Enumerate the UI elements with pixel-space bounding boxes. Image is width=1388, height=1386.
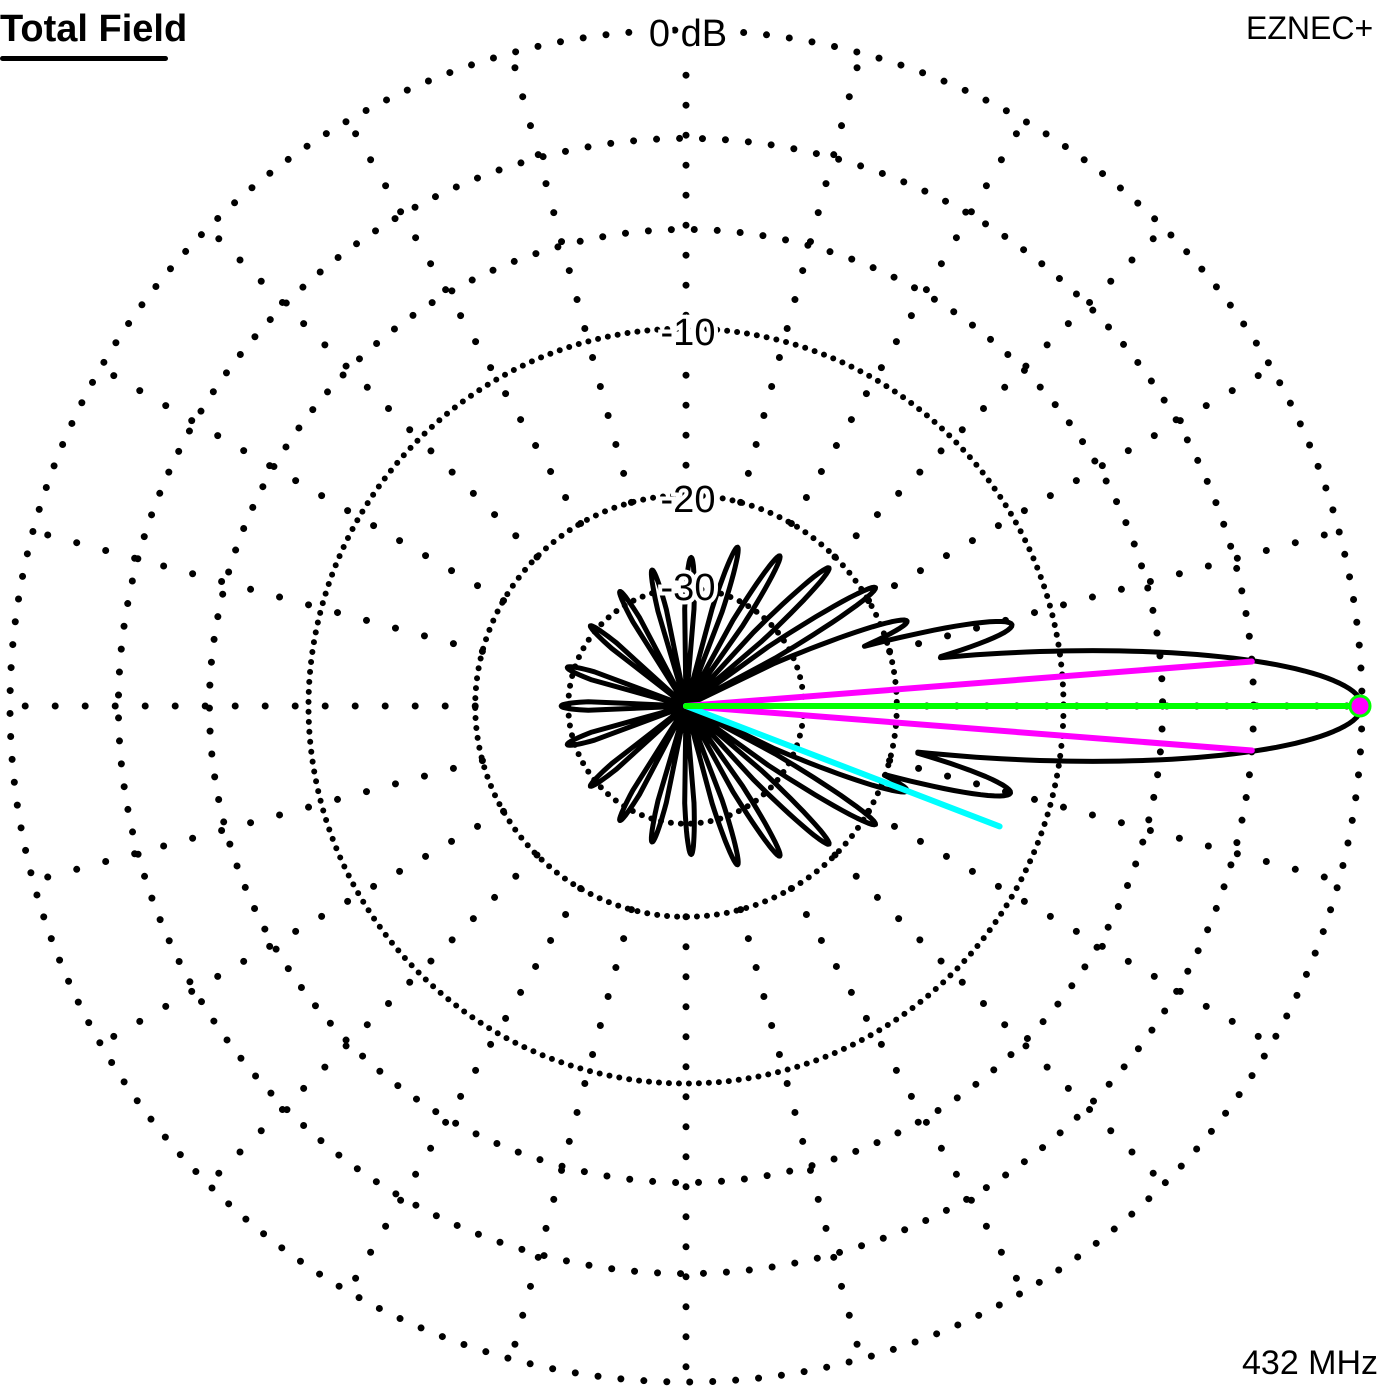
grid-spoke [737, 49, 865, 506]
ring-labels: 0 dB -10 -20 -30 [645, 9, 731, 613]
grid-spoke [831, 851, 1168, 1188]
ring-label-20: -20 [661, 479, 716, 521]
beamwidth-marker-lower [683, 703, 1255, 754]
grid-spoke [886, 527, 1343, 655]
grid-spoke [97, 807, 507, 1048]
grid-spoke [29, 757, 486, 885]
grid-spoke [865, 364, 1275, 605]
title-underline [0, 56, 168, 61]
grid-spoke [507, 49, 635, 506]
grid-spoke [886, 757, 1343, 885]
program-name: EZNEC+ [1246, 10, 1374, 46]
main-lobe-cursor-dot [1348, 694, 1372, 718]
pattern-markers [683, 658, 1372, 830]
plot-title: Total Field [0, 8, 188, 50]
grid-spoke [344, 117, 585, 527]
sidelobe-marker [683, 703, 1003, 830]
grid-spoke [787, 117, 1028, 527]
grid-spoke [865, 807, 1275, 1048]
frequency-label: 432 MHz [1242, 1344, 1379, 1382]
ring-label-10: -10 [661, 312, 716, 354]
grid-spoke [204, 224, 541, 561]
beamwidth-marker-upper [683, 658, 1255, 709]
grid-spoke [787, 885, 1028, 1295]
grid-spoke [204, 851, 541, 1188]
grid-spoke [29, 527, 486, 655]
ring-label-30: -30 [661, 567, 716, 609]
grid-spoke [831, 224, 1168, 561]
ring-label-0db: 0 dB [649, 13, 727, 55]
grid-spoke [344, 885, 585, 1295]
grid-spoke [737, 906, 865, 1363]
grid-spoke [97, 364, 507, 605]
grid-spoke [507, 906, 635, 1363]
